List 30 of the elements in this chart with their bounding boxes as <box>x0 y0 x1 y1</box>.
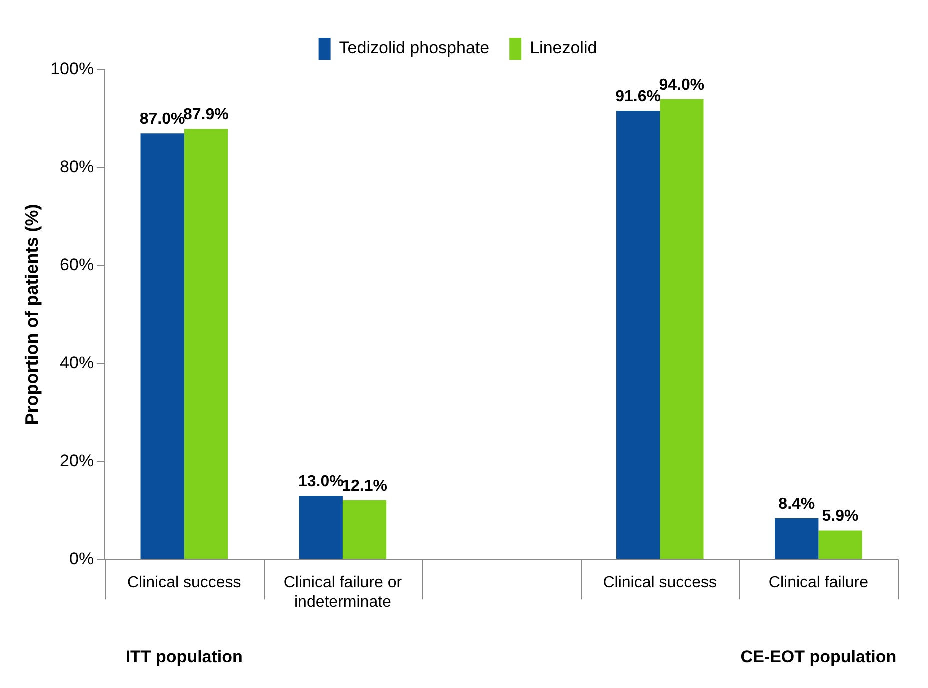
bar <box>775 518 819 560</box>
y-tick-label: 100% <box>50 60 94 79</box>
text: CE-EOT population <box>740 648 897 667</box>
x-tick-label: Clinical success <box>603 574 718 592</box>
y-tick-label: 20% <box>60 451 94 470</box>
bar <box>184 129 228 560</box>
x-tick-label: Clinical success <box>127 574 242 592</box>
y-axis-title: Proportion of patients (%) <box>22 204 42 426</box>
bar <box>140 134 184 560</box>
data-label: 87.0% <box>140 111 186 128</box>
bar <box>660 99 704 560</box>
y-tick-label: 40% <box>60 353 94 372</box>
data-label: 91.6% <box>616 88 662 106</box>
text: ITT population <box>126 648 243 667</box>
y-tick-label: 60% <box>60 256 94 275</box>
bar <box>299 496 343 560</box>
bar <box>616 111 660 560</box>
x-tick-label: Clinical failure or indeterminate <box>284 574 403 611</box>
bar <box>342 500 387 560</box>
data-label: 94.0% <box>659 76 705 94</box>
data-label: 12.1% <box>342 478 388 495</box>
bar <box>818 530 862 560</box>
data-label: 5.9% <box>822 508 859 526</box>
data-label: 13.0% <box>298 473 344 490</box>
y-tick-label: 0% <box>70 549 94 568</box>
x-tick-label: Clinical failure <box>768 574 869 592</box>
legend-label: Linezolid <box>530 38 598 58</box>
data-label: 8.4% <box>778 496 816 513</box>
legend-label: Tedizolid phosphate <box>339 38 490 58</box>
y-tick-label: 80% <box>60 158 94 177</box>
